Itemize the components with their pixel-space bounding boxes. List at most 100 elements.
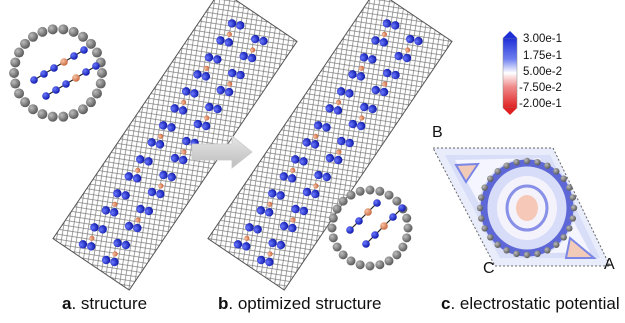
chain-atom (256, 206, 266, 215)
inset-atom (62, 80, 70, 88)
inset-atom (30, 76, 38, 84)
chain-atom (170, 104, 179, 113)
cross-section-a (9, 24, 107, 122)
chain-atom (291, 155, 300, 164)
chain-atom (379, 38, 388, 47)
caption-b: b. optimized structure (218, 294, 382, 313)
carbon-atom (85, 97, 96, 108)
inset-atom (70, 52, 78, 60)
boron-atom (112, 201, 118, 207)
chain-atom (391, 21, 400, 30)
boron-atom (244, 235, 250, 241)
inset-atom (362, 240, 370, 248)
boron-atom (227, 81, 233, 87)
chain-atom (259, 36, 268, 46)
chain-atom (382, 19, 392, 28)
carbon-atom (477, 215, 485, 222)
boron-atom (381, 31, 387, 37)
colorbar (502, 37, 518, 109)
carbon-atom (513, 158, 520, 166)
potential-map (432, 147, 611, 267)
chain-atom (356, 72, 366, 81)
caption-b-letter: b (218, 294, 229, 313)
carbon-atom (403, 223, 413, 233)
caption-c: c. electrostatic potential (441, 294, 620, 313)
chain-atom (268, 238, 277, 248)
boron-atom (89, 235, 95, 241)
chain-atom (178, 106, 188, 115)
transition-arrow (191, 135, 253, 169)
inset-atom (371, 231, 379, 239)
chain-atom (205, 102, 214, 112)
chain-atom (325, 153, 335, 163)
molecular-chains-b (233, 19, 423, 267)
boron-atom (382, 81, 388, 87)
chain-atom (133, 223, 142, 233)
inset-atom (380, 222, 388, 230)
carbon-atom (58, 24, 69, 35)
carbon-atom (332, 242, 342, 252)
boron-atom (158, 183, 164, 189)
inset-atom (80, 46, 88, 54)
caption-a-letter: a (62, 294, 72, 313)
carbon-atom (68, 109, 79, 120)
carbon-atom (553, 168, 560, 175)
chain-atom (204, 53, 214, 62)
chain-atom (110, 257, 119, 267)
carbon-atom (37, 26, 48, 37)
carbon-atom (402, 233, 412, 243)
boron-atom (226, 31, 232, 37)
chain-atom (336, 87, 346, 96)
chain-atom (276, 191, 285, 200)
chain-atom (179, 155, 188, 165)
chain-atom (113, 238, 122, 248)
chain-atom (265, 257, 274, 267)
boron-atom (181, 149, 187, 155)
chain-atom (124, 172, 133, 181)
carbon-atom (402, 213, 412, 223)
carbon-atom (47, 111, 58, 122)
chain-atom (256, 255, 266, 265)
chain-atom (159, 170, 168, 180)
carbon-atom (365, 185, 375, 195)
carbon-atom (375, 260, 385, 270)
chain-atom (213, 104, 222, 114)
chain-atom (233, 240, 243, 249)
corner-label-a: A (604, 256, 615, 273)
carbon-atom (68, 26, 79, 37)
cross-section-b (327, 185, 413, 271)
chain-atom (201, 121, 211, 131)
carbon-atom (503, 162, 510, 169)
chain-atom (113, 189, 122, 198)
chain-atom (239, 51, 248, 61)
carbon-atom (327, 223, 337, 233)
chain-atom (337, 136, 346, 146)
chain-atom (156, 189, 165, 199)
chain-atom (136, 204, 145, 214)
chain-atom (360, 102, 369, 112)
carbon-atom (534, 158, 541, 166)
boron-atom (267, 201, 273, 207)
boron-atom (135, 167, 141, 173)
carbon-atom (566, 225, 573, 232)
carbon-atom (10, 57, 21, 68)
chain-atom (279, 221, 289, 231)
inset-atom (60, 58, 68, 66)
chain-atom (291, 204, 300, 214)
chain-atom (224, 38, 233, 47)
colorbar-label-5: -2.00e-1 (519, 98, 562, 110)
colorbar-bottom-tip (503, 108, 517, 115)
inset-atom (82, 68, 90, 76)
chain-atom (147, 138, 156, 147)
caption-a: a. structure (62, 294, 148, 313)
chain-atom (359, 53, 369, 62)
carbon-atom (477, 194, 485, 201)
inset-atom (364, 208, 372, 216)
chain-atom (348, 119, 358, 129)
chain-atom (276, 240, 286, 250)
inset-atom (92, 62, 100, 70)
chain-atom (144, 206, 154, 216)
boron-atom (359, 115, 365, 121)
chain-atom (121, 240, 131, 250)
